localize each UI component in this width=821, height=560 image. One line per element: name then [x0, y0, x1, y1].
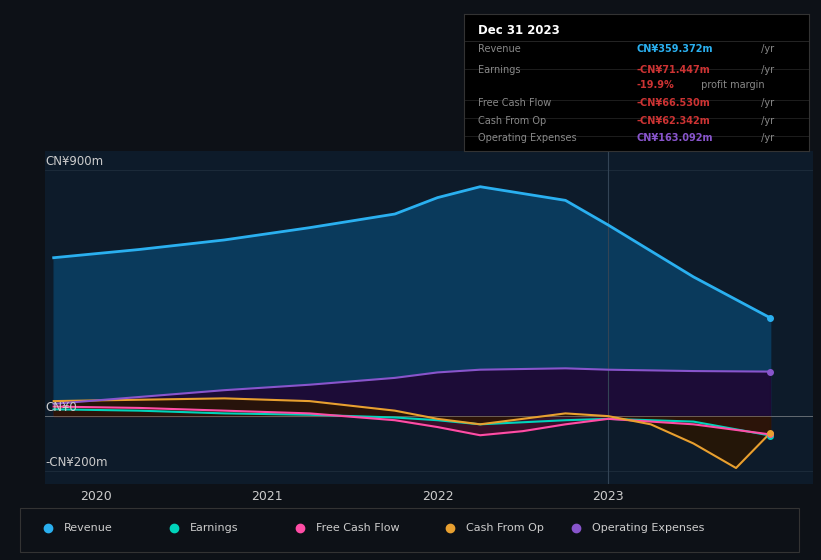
- Text: -CN¥71.447m: -CN¥71.447m: [636, 65, 710, 75]
- Text: Operating Expenses: Operating Expenses: [592, 523, 704, 533]
- Text: Revenue: Revenue: [64, 523, 112, 533]
- Text: Operating Expenses: Operating Expenses: [478, 133, 576, 143]
- Text: /yr: /yr: [758, 65, 773, 75]
- Text: CN¥359.372m: CN¥359.372m: [636, 44, 713, 54]
- Text: Free Cash Flow: Free Cash Flow: [316, 523, 400, 533]
- Text: -CN¥66.530m: -CN¥66.530m: [636, 97, 710, 108]
- Text: Free Cash Flow: Free Cash Flow: [478, 97, 551, 108]
- Text: /yr: /yr: [758, 133, 773, 143]
- Text: Cash From Op: Cash From Op: [478, 115, 546, 125]
- Text: CN¥163.092m: CN¥163.092m: [636, 133, 713, 143]
- Text: /yr: /yr: [758, 115, 773, 125]
- Text: Cash From Op: Cash From Op: [466, 523, 544, 533]
- Text: CN¥900m: CN¥900m: [45, 155, 103, 167]
- Text: Revenue: Revenue: [478, 44, 521, 54]
- Text: -CN¥62.342m: -CN¥62.342m: [636, 115, 710, 125]
- Text: Earnings: Earnings: [478, 65, 521, 75]
- Text: /yr: /yr: [758, 44, 773, 54]
- Text: Dec 31 2023: Dec 31 2023: [478, 24, 559, 36]
- Text: /yr: /yr: [758, 97, 773, 108]
- Text: -19.9%: -19.9%: [636, 80, 674, 90]
- Text: Earnings: Earnings: [190, 523, 238, 533]
- Text: CN¥0: CN¥0: [45, 402, 77, 414]
- Text: -CN¥200m: -CN¥200m: [45, 456, 108, 469]
- Text: profit margin: profit margin: [699, 80, 765, 90]
